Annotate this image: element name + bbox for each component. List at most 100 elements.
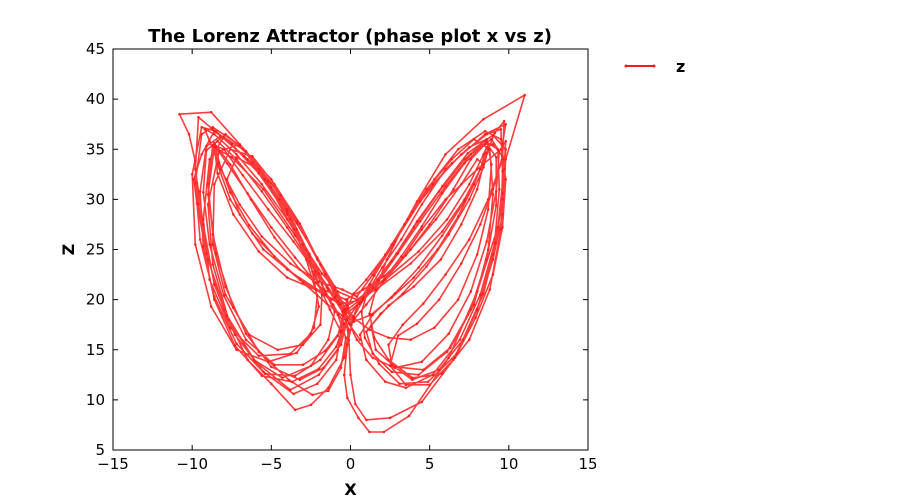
series-point xyxy=(341,288,344,291)
series-point xyxy=(371,352,375,356)
series-point xyxy=(387,304,390,307)
series-point xyxy=(482,163,485,166)
series-point xyxy=(327,288,330,291)
series-point xyxy=(406,218,409,221)
y-tick-label: 15 xyxy=(86,341,105,359)
series-point xyxy=(468,183,471,186)
series-point xyxy=(246,358,249,362)
series-point xyxy=(320,283,324,286)
series-point xyxy=(374,288,378,291)
series-point xyxy=(346,304,349,307)
series-point xyxy=(468,198,471,201)
series-point xyxy=(211,143,215,147)
series-point xyxy=(387,358,390,362)
series-point xyxy=(338,303,341,306)
series-point xyxy=(202,245,205,248)
series-point xyxy=(295,220,299,223)
series-point xyxy=(475,158,479,161)
series-point xyxy=(463,158,466,161)
series-point xyxy=(346,318,349,322)
series-point xyxy=(420,203,424,206)
series-point xyxy=(344,336,348,340)
x-tick-label: 5 xyxy=(425,455,435,473)
series-point xyxy=(301,343,305,347)
series-point xyxy=(361,298,365,301)
series-point xyxy=(472,137,476,141)
series-point xyxy=(320,272,324,275)
series-point xyxy=(262,370,265,374)
series-point xyxy=(230,156,234,159)
series-point xyxy=(415,220,419,223)
series-point xyxy=(251,155,254,158)
series-point xyxy=(491,193,495,196)
series-point xyxy=(384,380,387,384)
series-point xyxy=(404,254,408,257)
series-point xyxy=(293,408,297,412)
series-point xyxy=(445,218,449,221)
series-point xyxy=(482,166,485,169)
series-point xyxy=(368,430,371,434)
series-point xyxy=(333,296,337,299)
series-point xyxy=(523,93,526,97)
series-point xyxy=(365,358,368,362)
series-point xyxy=(214,145,218,149)
series-point xyxy=(411,376,414,380)
series-point xyxy=(285,213,289,216)
series-point xyxy=(285,210,289,213)
series-point xyxy=(453,356,457,360)
series-point xyxy=(501,142,504,146)
series-point xyxy=(314,270,318,273)
series-point xyxy=(322,366,325,370)
series-point xyxy=(317,367,321,371)
series-point xyxy=(361,288,365,291)
x-tick-label: 10 xyxy=(499,455,518,473)
series-point xyxy=(187,132,191,136)
series-point xyxy=(205,144,208,148)
series-point xyxy=(475,188,479,191)
series-point xyxy=(472,303,476,306)
series-point xyxy=(355,338,359,342)
series-point xyxy=(398,382,401,386)
series-point xyxy=(336,334,340,338)
series-point xyxy=(339,366,343,370)
series-point xyxy=(203,127,207,131)
series-point xyxy=(366,290,370,293)
series-point xyxy=(412,285,416,288)
series-point xyxy=(349,373,352,377)
series-point xyxy=(450,158,454,161)
series-point xyxy=(501,170,504,173)
series-point xyxy=(266,180,270,183)
series-point xyxy=(371,286,375,289)
series-point xyxy=(304,258,308,261)
series-point xyxy=(316,258,319,261)
series-point xyxy=(247,333,251,337)
series-point xyxy=(301,363,305,367)
series-point xyxy=(426,380,430,384)
series-point xyxy=(344,298,348,301)
series-point xyxy=(285,208,289,211)
series-point xyxy=(217,161,221,164)
series-point xyxy=(211,127,215,131)
series-point xyxy=(298,268,302,271)
ticks-layer: −15 −10 −5 0 5 10 15 5 10 15 20 25 30 35 40 45 xyxy=(86,40,598,473)
series-point xyxy=(456,148,460,151)
series-point xyxy=(331,303,335,306)
series-point xyxy=(317,305,321,308)
series-point xyxy=(352,318,356,322)
series-point xyxy=(455,352,458,356)
series-point xyxy=(289,388,292,392)
series-point xyxy=(232,306,235,309)
series-point xyxy=(373,336,376,340)
series-point xyxy=(399,238,403,241)
series-point xyxy=(216,172,219,175)
series-point xyxy=(273,255,276,258)
series-point xyxy=(417,373,420,377)
series-point xyxy=(463,198,466,201)
series-point xyxy=(202,191,205,194)
series-point xyxy=(342,322,346,326)
series-point xyxy=(393,292,397,295)
series-point xyxy=(198,238,202,241)
series-point xyxy=(213,183,216,186)
y-tick-label: 25 xyxy=(86,241,105,259)
series-point xyxy=(228,163,232,166)
